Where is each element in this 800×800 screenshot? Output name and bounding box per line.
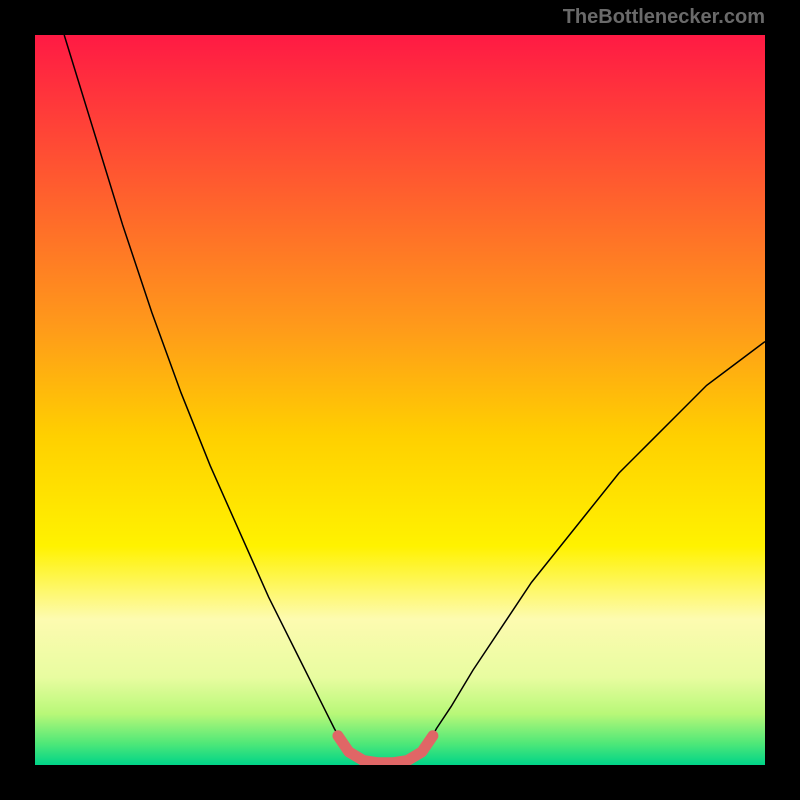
chart-container: TheBottlenecker.com bbox=[0, 0, 800, 800]
gradient-background bbox=[35, 35, 765, 765]
plot-area bbox=[35, 35, 765, 765]
watermark-text: TheBottlenecker.com bbox=[563, 6, 765, 29]
